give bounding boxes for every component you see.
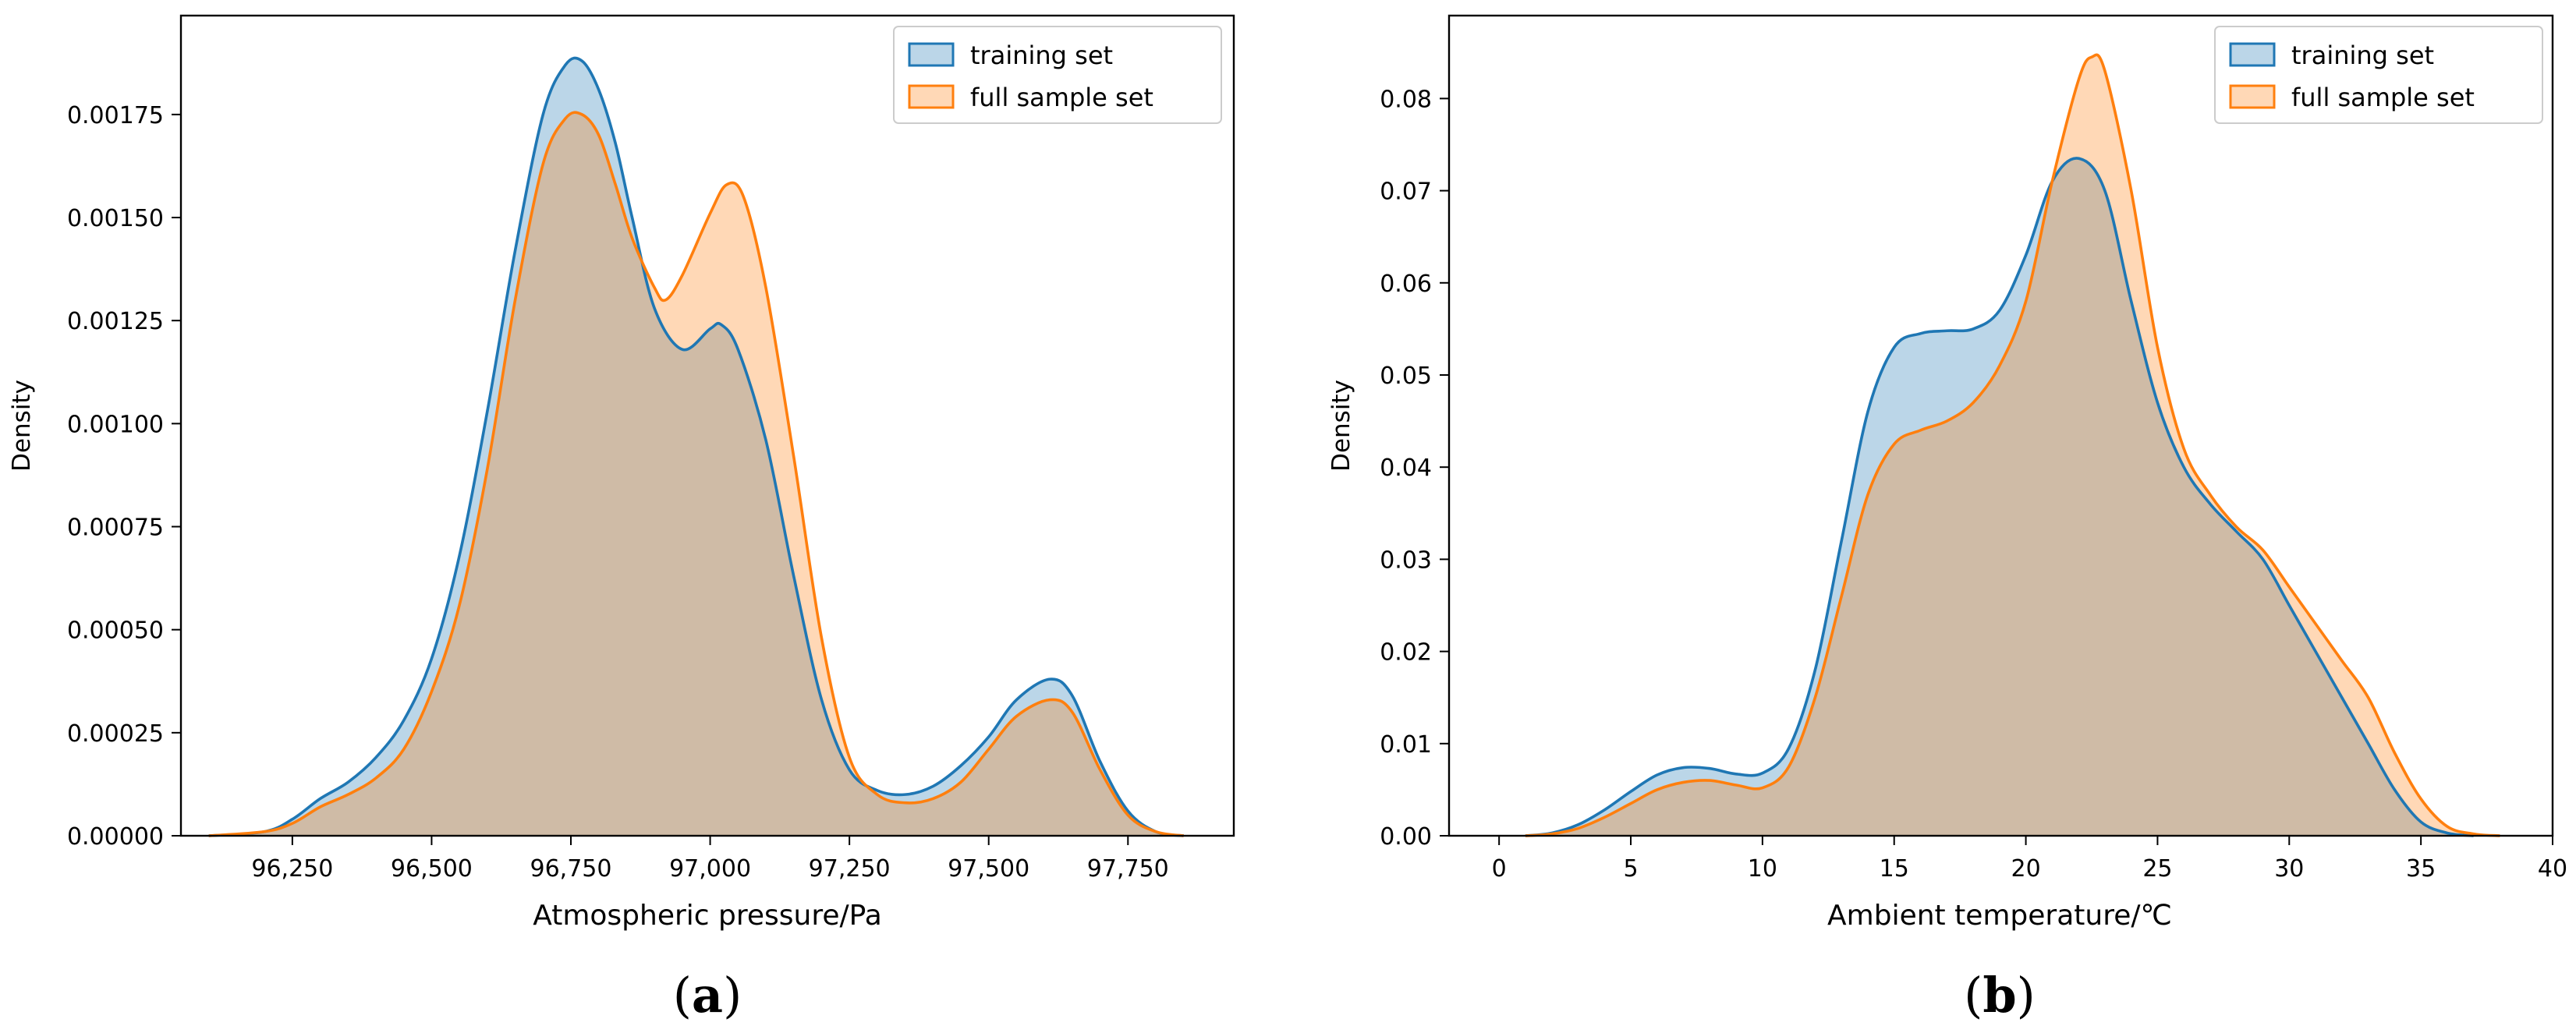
x-tick-label: 96,500 [391, 855, 473, 883]
legend-swatch-full [2229, 84, 2276, 109]
y-tick-label: 0.00 [1380, 823, 1432, 851]
x-tick-label: 20 [2011, 855, 2040, 883]
x-tick-label: 96,250 [251, 855, 333, 883]
y-tick-label: 0.00125 [67, 308, 164, 335]
legend-swatch-full [908, 84, 955, 109]
x-tick-label: 25 [2142, 855, 2172, 883]
legend-label-full: full sample set [2291, 83, 2475, 112]
y-tick-label: 0.00100 [67, 411, 164, 438]
panel-a-plot-frame [179, 14, 1235, 837]
density-line-training-set [1525, 157, 2474, 837]
y-tick-label: 0.07 [1380, 179, 1432, 206]
x-tick-label: 97,250 [809, 855, 891, 883]
panel-b-xlabel: Ambient temperature/℃ [1827, 900, 2172, 932]
legend-frame [893, 26, 1222, 124]
panel-b-ylabel: Density [1327, 380, 1355, 472]
y-tick-label: 0.00000 [67, 823, 164, 851]
legend-swatch-training [908, 42, 955, 67]
panel-a-legend: training set full sample set [893, 26, 1222, 124]
panel-b-label: (b) [1964, 967, 2036, 1024]
x-tick-label: 35 [2406, 855, 2436, 883]
x-tick-label: 40 [2538, 855, 2567, 883]
legend-frame [2214, 26, 2543, 124]
panel-b-plot-frame [1447, 14, 2554, 837]
panel-a-ylabel: Density [8, 380, 36, 472]
x-tick-label: 97,500 [948, 855, 1029, 883]
y-tick-label: 0.00175 [67, 102, 164, 129]
y-tick-label: 0.02 [1380, 639, 1432, 667]
density-area-full-sample-set [1525, 55, 2500, 836]
x-tick-label: 15 [1880, 855, 1909, 883]
density-line-training-set [208, 56, 1184, 837]
density-area-training-set [1525, 157, 2474, 836]
panel-b-legend: training set full sample set [2214, 26, 2543, 124]
y-tick-label: 0.00150 [67, 205, 164, 232]
density-line-full-sample-set [208, 111, 1184, 837]
x-tick-label: 30 [2274, 855, 2304, 883]
y-tick-label: 0.04 [1380, 455, 1432, 482]
y-tick-label: 0.01 [1380, 731, 1432, 759]
y-tick-label: 0.00075 [67, 515, 164, 542]
legend-swatch-training [2229, 42, 2276, 67]
y-tick-label: 0.00050 [67, 617, 164, 645]
x-tick-label: 97,000 [669, 855, 751, 883]
density-line-full-sample-set [1525, 53, 2500, 837]
y-tick-label: 0.06 [1380, 271, 1432, 298]
density-area-full-sample-set [208, 112, 1184, 837]
panel-a-xlabel: Atmospheric pressure/Pa [533, 900, 882, 932]
legend-label-training: training set [2291, 41, 2434, 70]
legend-label-training: training set [970, 41, 1113, 70]
x-tick-label: 96,750 [530, 855, 612, 883]
y-tick-label: 0.00025 [67, 720, 164, 748]
y-tick-label: 0.08 [1380, 86, 1432, 113]
panel-a-chart: 96,250 96,500 96,750 97,000 97,250 97,500 97,7… [8, 14, 1235, 1024]
legend-label-full: full sample set [970, 83, 1153, 112]
density-area-training-set [208, 58, 1184, 836]
panel-a-label: (a) [673, 967, 742, 1024]
x-tick-label: 97,750 [1087, 855, 1169, 883]
x-tick-label: 5 [1623, 855, 1638, 883]
y-tick-label: 0.03 [1380, 547, 1432, 574]
x-tick-label: 10 [1748, 855, 1777, 883]
panel-b-chart: 0 5 10 15 20 25 30 35 40 0.00 0.01 0.02 0.03 0.04 0.0… [1327, 14, 2567, 1024]
y-tick-label: 0.05 [1380, 363, 1432, 390]
x-tick-label: 0 [1492, 855, 1507, 883]
